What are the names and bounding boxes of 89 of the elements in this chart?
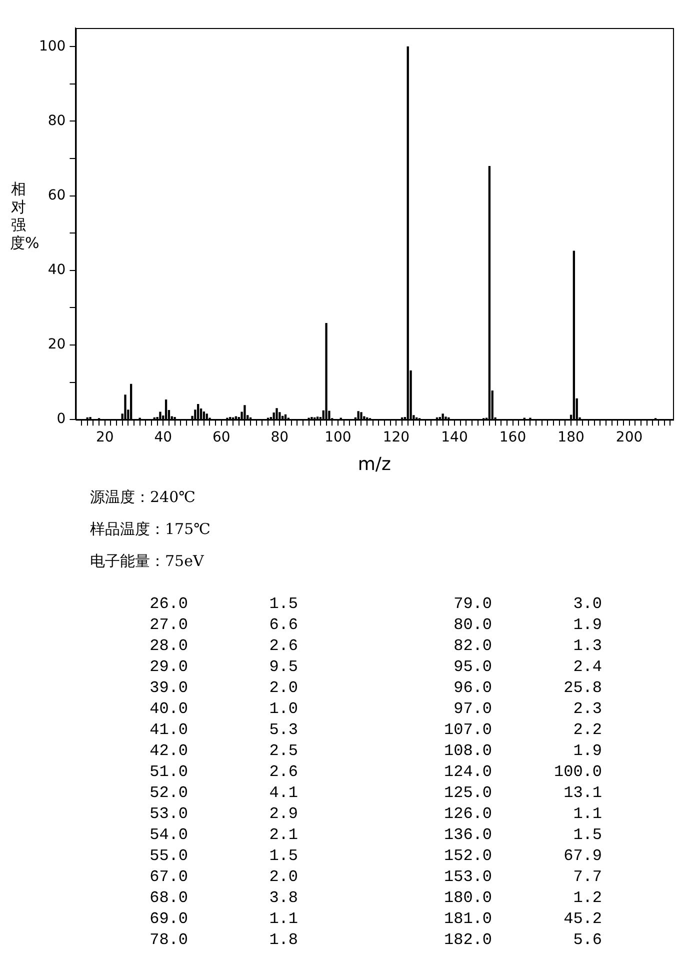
text: 180.0	[442, 888, 492, 909]
text: 电子能量：75eV	[90, 551, 205, 572]
text: 13.1	[562, 783, 602, 804]
text: 2.6	[268, 762, 298, 783]
x-tick-label: 120	[382, 430, 410, 446]
x-tick-label: 200	[616, 430, 643, 446]
text: 1.2	[572, 888, 602, 909]
text: 125.0	[442, 783, 492, 804]
text: 126.0	[442, 804, 492, 825]
text: 67.9	[562, 846, 602, 867]
text: 79.0	[452, 594, 492, 615]
text: 26.0	[148, 594, 188, 615]
text: 9.5	[268, 657, 298, 678]
text: 2.3	[572, 699, 602, 720]
text: 1.5	[268, 594, 298, 615]
text: 67.0	[148, 867, 188, 888]
text: 100.0	[552, 762, 602, 783]
x-tick-label: 100	[324, 430, 352, 446]
text: 1.0	[268, 699, 298, 720]
text: 样品温度：175℃	[90, 519, 210, 540]
text: 1.1	[268, 909, 298, 930]
text: 153.0	[442, 867, 492, 888]
text: 6.6	[268, 615, 298, 636]
x-axis-title: m/z	[358, 454, 391, 475]
text: 2.0	[268, 678, 298, 699]
text: 136.0	[442, 825, 492, 846]
text: 1.8	[268, 930, 298, 951]
text: 7.7	[572, 867, 602, 888]
text: 2.6	[268, 636, 298, 657]
text: 42.0	[148, 741, 188, 762]
text: 39.0	[148, 678, 188, 699]
text: 2.4	[572, 657, 602, 678]
text: 1.1	[572, 804, 602, 825]
text: 3.8	[268, 888, 298, 909]
text: 源温度：240℃	[90, 487, 196, 508]
x-tick-label: 20	[96, 430, 114, 446]
x-tick-label: 60	[212, 430, 230, 446]
text: 55.0	[148, 846, 188, 867]
y-tick-label: 40	[48, 262, 66, 278]
text: 2.0	[268, 867, 298, 888]
text: 124.0	[442, 762, 492, 783]
text: 97.0	[452, 699, 492, 720]
text: 29.0	[148, 657, 188, 678]
x-tick-label: 160	[499, 430, 526, 446]
text: 181.0	[442, 909, 492, 930]
text: 41.0	[148, 720, 188, 741]
text: 45.2	[562, 909, 602, 930]
text: 40.0	[148, 699, 188, 720]
text: 2.5	[268, 741, 298, 762]
text: 27.0	[148, 615, 188, 636]
text: 1.9	[572, 741, 602, 762]
text: 5.3	[268, 720, 298, 741]
text: 54.0	[148, 825, 188, 846]
y-tick-label: 0	[56, 411, 66, 428]
text: 182.0	[442, 930, 492, 951]
text: 82.0	[452, 636, 492, 657]
text: 3.0	[572, 594, 602, 615]
text: 1.3	[572, 636, 602, 657]
x-tick-label: 40	[154, 430, 172, 446]
text: 53.0	[148, 804, 188, 825]
y-tick-label: 100	[38, 38, 66, 54]
text: 52.0	[148, 783, 188, 804]
text: 107.0	[442, 720, 492, 741]
text: 4.1	[268, 783, 298, 804]
text: 5.6	[572, 930, 602, 951]
text: 68.0	[148, 888, 188, 909]
y-axis-title: 相对强度%	[10, 180, 40, 252]
text: 96.0	[452, 678, 492, 699]
y-tick-label: 80	[48, 112, 66, 129]
text: 69.0	[148, 909, 188, 930]
text: 80.0	[452, 615, 492, 636]
text: 78.0	[148, 930, 188, 951]
text: 1.5	[268, 846, 298, 867]
text: 1.5	[572, 825, 602, 846]
text: 95.0	[452, 657, 492, 678]
text: 1.9	[572, 615, 602, 636]
text: 2.2	[572, 720, 602, 741]
text: 108.0	[442, 741, 492, 762]
text: 51.0	[148, 762, 188, 783]
text: 2.1	[268, 825, 298, 846]
text: 152.0	[442, 846, 492, 867]
y-tick-label: 20	[48, 336, 66, 353]
y-tick-label: 60	[48, 187, 66, 204]
text: 25.8	[562, 678, 602, 699]
text: 2.9	[268, 804, 298, 825]
text: 28.0	[148, 636, 188, 657]
x-tick-label: 140	[441, 430, 468, 446]
x-tick-label: 180	[558, 430, 584, 446]
x-tick-label: 80	[270, 430, 289, 446]
